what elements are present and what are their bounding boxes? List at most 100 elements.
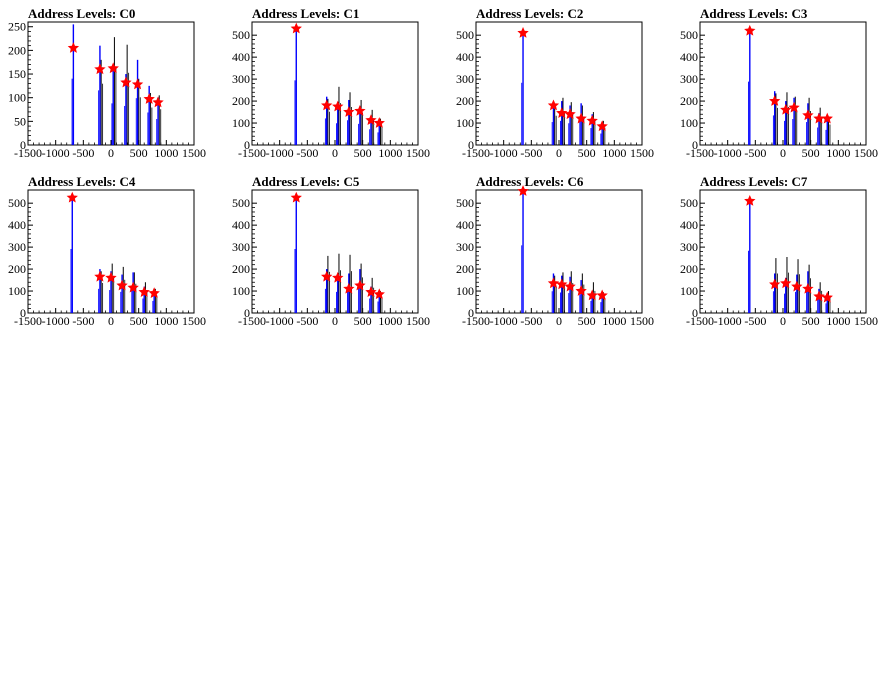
peak-marker <box>791 280 803 292</box>
panel-title: Address Levels: C2 <box>476 6 583 21</box>
y-tick-label: 100 <box>456 116 474 130</box>
y-tick-label: 300 <box>456 72 474 86</box>
peak-marker <box>107 62 119 74</box>
y-tick-label: 100 <box>8 284 26 298</box>
y-tick-label: 100 <box>232 116 250 130</box>
peak-marker <box>321 270 333 282</box>
y-tick-label: 400 <box>680 50 698 64</box>
peak-marker <box>343 106 355 117</box>
y-tick-label: 300 <box>456 240 474 254</box>
x-tick-label: -1500 <box>686 314 714 328</box>
y-tick-label: 200 <box>456 262 474 276</box>
peak-marker <box>517 185 529 196</box>
x-tick-label: 0 <box>332 314 338 328</box>
x-tick-label: -1500 <box>238 314 266 328</box>
x-tick-label: 1500 <box>854 314 878 328</box>
panel-title: Address Levels: C7 <box>700 174 808 189</box>
x-tick-label: -1000 <box>714 314 742 328</box>
peak-marker <box>354 279 366 291</box>
y-tick-label: 50 <box>14 114 26 128</box>
peak-marker <box>332 271 344 283</box>
panel-c1: Address Levels: C10100200300400500-1500-… <box>232 6 430 160</box>
peak-marker <box>744 24 756 36</box>
peak-marker <box>596 289 608 301</box>
x-tick-label: 0 <box>332 146 338 160</box>
peak-marker <box>556 107 568 118</box>
x-tick-label: -1000 <box>266 314 294 328</box>
x-tick-label: -500 <box>744 314 766 328</box>
x-tick-label: 1000 <box>602 314 626 328</box>
peak-marker <box>131 78 144 90</box>
panel-c7: Address Levels: C70100200300400500-1500-… <box>680 174 878 328</box>
panel-title: Address Levels: C0 <box>28 6 135 21</box>
x-tick-label: 0 <box>780 146 786 160</box>
y-tick-label: 400 <box>456 218 474 232</box>
x-tick-label: 1000 <box>378 314 402 328</box>
y-tick-label: 0 <box>244 306 250 320</box>
x-tick-label: -500 <box>520 314 542 328</box>
peak-marker <box>343 282 355 294</box>
x-tick-label: -1500 <box>14 146 42 160</box>
y-tick-label: 100 <box>680 284 698 298</box>
peak-marker <box>564 280 576 292</box>
peak-marker <box>373 288 385 300</box>
x-tick-label: 1000 <box>378 146 402 160</box>
x-tick-label: -1000 <box>42 314 70 328</box>
x-tick-label: 0 <box>556 146 562 160</box>
y-tick-label: 200 <box>680 262 698 276</box>
peak-marker <box>373 117 385 128</box>
y-tick-label: 500 <box>232 28 250 42</box>
peak-marker <box>586 289 598 301</box>
peak-marker <box>290 22 302 34</box>
y-tick-label: 500 <box>232 196 250 210</box>
peak-marker <box>365 286 377 297</box>
peak-marker <box>821 291 833 303</box>
y-tick-label: 200 <box>8 43 26 57</box>
x-tick-label: 1000 <box>826 146 850 160</box>
x-tick-label: 500 <box>802 146 820 160</box>
y-tick-label: 500 <box>8 196 26 210</box>
peak-marker <box>67 42 80 53</box>
x-tick-label: 0 <box>108 146 114 160</box>
y-tick-label: 500 <box>680 28 698 42</box>
peak-marker <box>354 105 366 116</box>
x-tick-label: 500 <box>802 314 820 328</box>
x-tick-label: 1000 <box>826 314 850 328</box>
panel-c5: Address Levels: C50100200300400500-1500-… <box>232 174 430 328</box>
peak-marker <box>780 277 792 289</box>
x-tick-label: -1500 <box>462 146 490 160</box>
peak-marker <box>94 63 106 75</box>
plot-frame <box>251 189 419 314</box>
y-tick-label: 100 <box>8 91 26 105</box>
peak-marker <box>575 285 587 296</box>
peak-marker <box>586 114 598 126</box>
y-tick-label: 500 <box>456 28 474 42</box>
x-tick-label: 1500 <box>182 146 206 160</box>
x-tick-label: -1000 <box>490 314 518 328</box>
y-tick-label: 250 <box>8 20 26 34</box>
y-tick-label: 500 <box>680 196 698 210</box>
peak-marker <box>802 282 814 294</box>
panel-title: Address Levels: C6 <box>476 174 584 189</box>
x-tick-label: 1500 <box>406 146 430 160</box>
x-tick-label: 1500 <box>406 314 430 328</box>
panel-c4: Address Levels: C40100200300400500-1500-… <box>8 174 206 328</box>
panel-c3: Address Levels: C30100200300400500-1500-… <box>680 6 878 160</box>
x-tick-label: 1500 <box>630 146 654 160</box>
plot-frame <box>699 189 867 314</box>
peak-marker <box>152 96 164 108</box>
peak-marker <box>138 286 150 297</box>
x-tick-label: -500 <box>520 146 542 160</box>
x-tick-label: -500 <box>72 146 94 160</box>
y-tick-label: 200 <box>8 262 26 276</box>
plot-frame <box>475 21 643 146</box>
peak-marker <box>744 195 756 206</box>
x-tick-label: 500 <box>578 314 596 328</box>
y-tick-label: 0 <box>468 306 474 320</box>
x-tick-label: 500 <box>578 146 596 160</box>
plot-frame <box>251 21 419 146</box>
peak-marker <box>769 278 781 290</box>
panel-c6: Address Levels: C60100200300400500-1500-… <box>456 174 654 328</box>
x-tick-label: 0 <box>108 314 114 328</box>
peak-marker <box>564 108 576 120</box>
